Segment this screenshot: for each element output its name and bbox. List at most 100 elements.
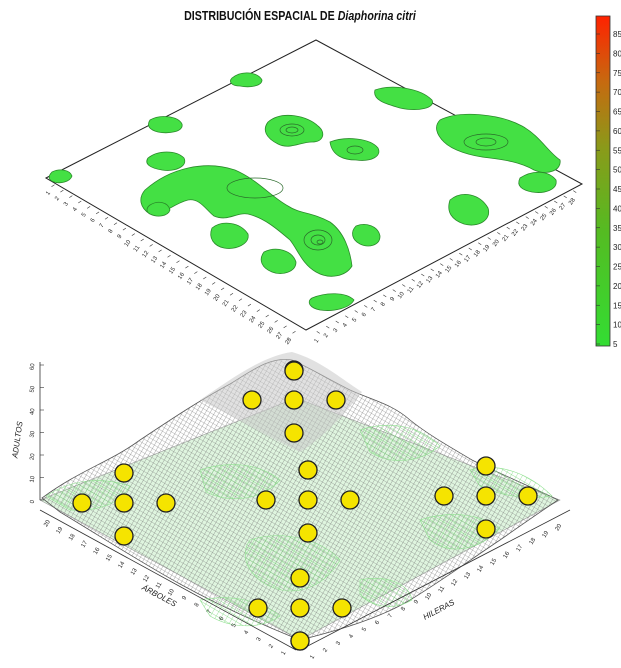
row-tick-label: 4 [348,633,355,640]
tick-mark [468,247,472,251]
tick-label: 22 [231,304,240,313]
row-tick-label: 6 [374,619,381,626]
tick-mark [535,211,539,214]
tick-mark [373,299,377,303]
tick-mark [158,249,162,253]
tick-label: 22 [511,228,520,237]
tick-mark [292,331,296,334]
tick-mark [449,258,453,261]
marker [298,490,318,510]
tick-label: 19 [483,244,492,253]
z-tick-label: 0 [30,499,36,504]
colorbar-label: 55 [613,146,621,155]
tick-label: 1 [45,190,52,197]
marker [114,493,134,513]
tick-label: 26 [267,326,276,335]
tick-mark [430,268,434,272]
tick-label: 6 [361,311,368,318]
tick-mark [220,287,225,291]
tick-label: 28 [568,197,577,206]
marker [114,463,134,483]
sampling-markers [72,360,538,651]
tick-label: 5 [352,317,359,324]
marker [156,493,176,513]
tick-mark [247,303,252,307]
tick-label: 27 [559,202,568,211]
tick-label: 15 [445,265,454,274]
tick-label: 13 [150,255,159,264]
z-tick-label: 20 [30,452,37,460]
row-tick-label: 5 [361,626,368,633]
row-tick-label: 2 [322,647,329,654]
colorbar-label: 50 [613,166,621,175]
marker [72,493,92,513]
tick-label: 14 [435,270,444,279]
tree-tick-label: 11 [155,581,164,590]
colorbar-gradient [595,15,611,347]
tick-label: 12 [142,250,151,259]
colorbar-label: 85 [613,30,621,39]
tick-mark [554,200,558,204]
tree-axis-line [39,509,297,651]
tick-label: 2 [323,332,330,339]
tick-mark [176,260,180,263]
tick-label: 24 [530,218,539,227]
tree-tick-label: 18 [68,533,77,542]
tick-label: 12 [416,280,425,289]
row-tick-label: 18 [529,537,538,546]
colorbar: 5 10 15 20 25 30 35 40 45 50 55 60 65 70 75 80 85 [595,15,621,349]
tick-mark [383,294,387,298]
colorbar-label: 20 [613,282,621,291]
contour-plane [44,39,584,331]
row-tick-label: 13 [464,571,473,580]
tick-label: 23 [521,223,530,232]
row-tick-label: 20 [555,523,564,532]
tick-label: 9 [390,296,397,303]
tick-mark [544,206,548,209]
row-axis-title: HILERAS [422,597,457,621]
tree-tick-label: 7 [206,608,213,615]
tick-label: 3 [63,201,70,208]
tick-label: 4 [72,206,79,213]
tick-mark [497,232,501,235]
tick-label: 18 [195,282,204,291]
tick-label: 23 [240,309,249,318]
tick-label: 10 [397,291,406,300]
row-tick-label: 14 [477,564,486,573]
tick-mark [122,227,127,231]
tree-tick-label: 13 [130,567,139,576]
marker [290,598,310,618]
tick-label: 18 [473,249,482,258]
tick-mark [167,255,171,258]
tick-mark [402,284,406,287]
marker [326,390,346,410]
colorbar-label: 45 [613,185,621,194]
tick-label: 1 [314,338,321,345]
tick-mark [516,221,520,225]
tick-label: 24 [249,315,258,324]
tick-mark [60,189,64,193]
tick-mark [203,276,207,280]
row-axis-line [299,509,571,651]
tree-tick-label: 5 [231,622,238,629]
tick-label: 28 [284,336,293,345]
tick-label: 20 [213,293,222,302]
tick-mark [51,184,55,187]
tick-label: 16 [177,271,186,280]
tick-mark [229,293,234,296]
row-tick-label: 11 [438,585,447,594]
tick-label: 14 [159,260,168,269]
tree-tick-label: 15 [105,553,114,562]
tree-tick-label: 4 [243,629,250,636]
tick-mark [459,252,463,256]
tick-mark [212,282,216,285]
tick-label: 16 [454,259,463,268]
z-tick-label: 50 [30,385,37,393]
contour-lines [226,123,509,251]
tick-mark [95,211,100,215]
tick-mark [525,216,529,219]
tick-label: 9 [117,233,124,240]
z-tick-label: 60 [30,362,37,370]
marker [298,523,318,543]
tree-tick-label: 20 [43,519,52,528]
